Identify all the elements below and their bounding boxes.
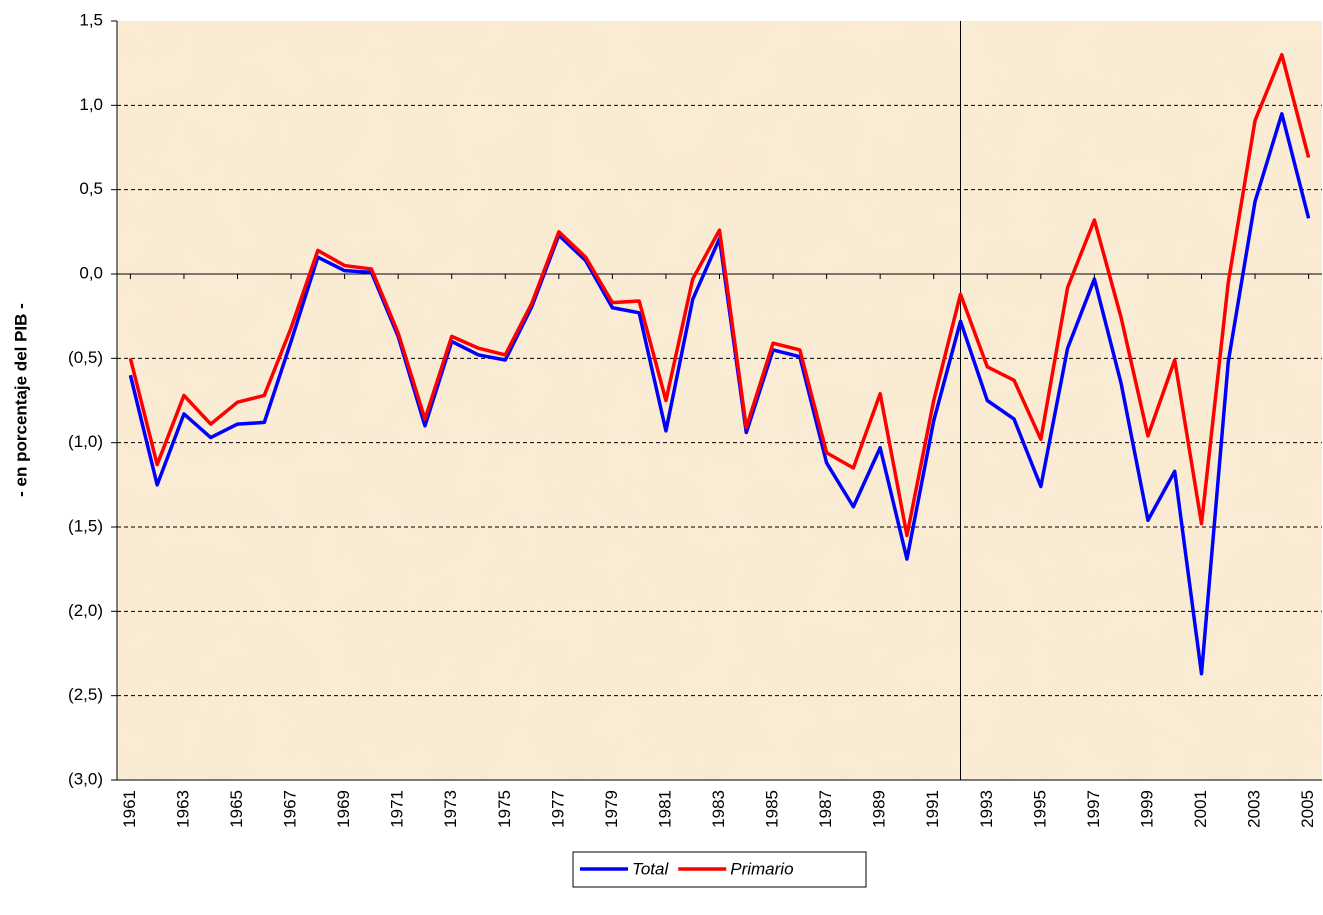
x-tick-label: 1961 xyxy=(120,790,139,828)
x-tick-label: 1997 xyxy=(1084,790,1103,828)
x-tick-label: 2005 xyxy=(1298,790,1317,828)
line-series xyxy=(128,52,1311,538)
x-tick-label: 1965 xyxy=(227,790,246,828)
y-tick-label: 0,0 xyxy=(79,263,103,282)
x-tick-label: 1967 xyxy=(281,790,300,828)
y-axis-label: - en porcentaje del PIB - xyxy=(11,303,30,497)
x-tick-label: 1999 xyxy=(1137,790,1156,828)
x-tick-label: 1985 xyxy=(763,790,782,828)
x-tick-label: 1995 xyxy=(1030,790,1049,828)
x-tick-label: 1979 xyxy=(602,790,621,828)
y-tick-label: (3,0) xyxy=(68,769,103,788)
x-tick-label: 2001 xyxy=(1191,790,1210,828)
x-tick-label: 1989 xyxy=(870,790,889,828)
x-tick-label: 2003 xyxy=(1245,790,1264,828)
x-tick-label: 1993 xyxy=(977,790,996,828)
x-tick-label: 1983 xyxy=(709,790,728,828)
y-tick-label: (1,5) xyxy=(68,516,103,535)
legend-label: Primario xyxy=(730,859,793,878)
x-tick-label: 1969 xyxy=(334,790,353,828)
x-tick-label: 1973 xyxy=(441,790,460,828)
x-tick-label: 1975 xyxy=(495,790,514,828)
y-tick-label: (1,0) xyxy=(68,432,103,451)
y-tick-label: 1,5 xyxy=(79,10,103,29)
x-tick-label: 1963 xyxy=(173,790,192,828)
legend-label: Total xyxy=(632,859,669,878)
y-tick-label: (2,5) xyxy=(68,685,103,704)
y-tick-label: (0,5) xyxy=(68,348,103,367)
y-tick-label: 0,5 xyxy=(79,179,103,198)
x-tick-label: 1981 xyxy=(655,790,674,828)
x-tick-label: 1991 xyxy=(923,790,942,828)
plot-texture xyxy=(117,21,1322,780)
x-tick-label: 1987 xyxy=(816,790,835,828)
y-tick-label: 1,0 xyxy=(79,95,103,114)
y-tick-label: (2,0) xyxy=(68,601,103,620)
x-tick-label: 1977 xyxy=(548,790,567,828)
x-tick-label: 1971 xyxy=(388,790,407,828)
